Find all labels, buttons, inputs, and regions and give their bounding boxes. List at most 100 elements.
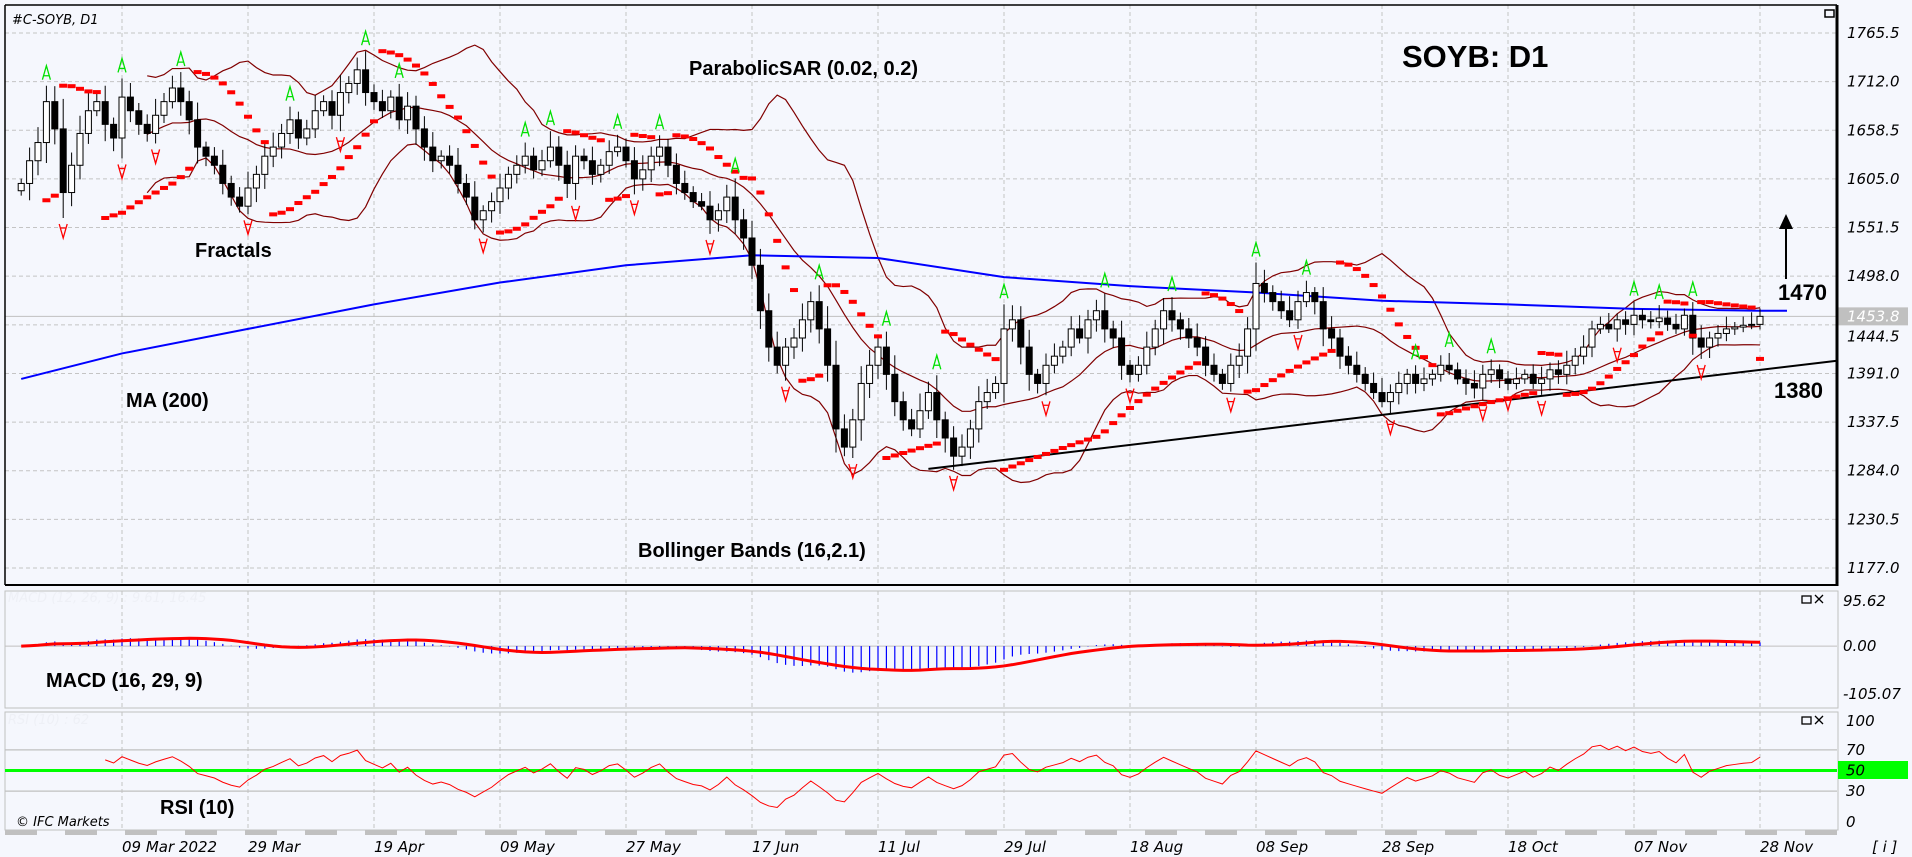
candle [84,92,92,144]
scroll-strip-segment[interactable] [1685,830,1717,835]
scroll-strip-segment[interactable] [5,830,37,835]
scroll-strip-segment[interactable] [1505,830,1537,835]
sar-dot [151,190,160,195]
scroll-strip-segment[interactable] [245,830,277,835]
scroll-strip-segment[interactable] [65,830,97,835]
candle-body [1613,319,1621,330]
scroll-strip-segment[interactable] [605,830,637,835]
candle-body [798,319,806,339]
candle [1336,328,1344,369]
scroll-strip-segment[interactable] [1265,830,1297,835]
sar-dot [941,329,950,334]
candle-body [916,410,924,430]
candle-body [34,142,42,162]
candle-body [126,96,134,112]
scroll-strip-segment[interactable] [1025,830,1057,835]
candle [51,86,59,145]
panel-maximize-icon[interactable] [1801,595,1812,604]
candle-body [1378,392,1386,403]
candle-body [555,146,563,166]
sar-dot [1428,363,1437,368]
scroll-strip-segment[interactable] [1565,830,1597,835]
scroll-strip-segment[interactable] [905,830,937,835]
candle-body [664,146,672,166]
scroll-strip-segment[interactable] [1145,830,1177,835]
fractal-up-icon [285,84,295,101]
scroll-strip-segment[interactable] [185,830,217,835]
fractal-down-icon [478,238,488,255]
sar-dot [840,289,849,294]
scroll-strip-segment[interactable] [125,830,157,835]
sar-dot [1218,296,1227,301]
scroll-strip-segment[interactable] [1745,830,1777,835]
candle-body [647,155,655,171]
candle [1689,302,1697,355]
scroll-strip-segment[interactable] [1445,830,1477,835]
candle [269,132,277,168]
candle [798,303,806,352]
scroll-strip-segment[interactable] [1085,830,1117,835]
scroll-strip-segment[interactable] [485,830,517,835]
candle [849,408,857,458]
sar-dot [344,155,353,160]
candle [286,106,294,144]
scroll-strip-segment[interactable] [425,830,457,835]
candle-body [790,337,798,348]
fractal-down-icon [570,205,581,223]
candle-body [740,219,748,239]
sar-dot [546,204,555,209]
sar-dot [622,194,630,199]
candle [294,111,302,149]
info-button[interactable]: [ i ] [1872,838,1898,856]
fractal-up-icon [932,352,942,370]
date-tick-label: 09 May [500,838,556,856]
candle-body [1151,328,1159,348]
candle [714,203,722,232]
candle [1344,346,1352,375]
scroll-strip-segment[interactable] [545,830,577,835]
candle [1445,353,1453,375]
scroll-strip-segment[interactable] [1205,830,1237,835]
panel-close-icon[interactable] [1814,715,1824,725]
panel-maximize-icon[interactable] [1801,716,1812,725]
candle-body [1168,310,1176,321]
fractal-down-icon [629,200,640,217]
trendline [928,359,1838,470]
sar-dot [1344,262,1353,267]
scroll-strip-segment[interactable] [1325,830,1357,835]
scroll-strip-segment[interactable] [1385,830,1417,835]
sar-dot [1058,445,1067,450]
rsi-header: RSI (10) : 62 [8,713,89,728]
candle [1697,325,1705,359]
scroll-strip-segment[interactable] [365,830,397,835]
candle-body [395,96,403,121]
scroll-strip-segment[interactable] [965,830,997,835]
candle [1538,366,1546,395]
scroll-strip-segment[interactable] [1625,830,1657,835]
candle [832,340,840,453]
scroll-strip-segment[interactable] [665,830,697,835]
candle [1479,364,1487,401]
candle-body [370,92,378,103]
sar-dot [370,119,378,124]
candle [1512,367,1520,390]
date-tick-label: 27 May [626,838,682,856]
candle [353,57,361,95]
scroll-strip-segment[interactable] [845,830,877,835]
candle [1042,353,1050,396]
fractal-up-icon [1301,258,1312,275]
scroll-strip-segment[interactable] [1805,830,1837,835]
candle-body [1496,369,1504,380]
candle [1109,320,1117,348]
candle [1034,368,1042,394]
candle-body [362,69,370,94]
scroll-strip-segment[interactable] [785,830,817,835]
sar-dot [638,134,647,139]
sar-dot [487,174,496,179]
maximize-icon[interactable] [1824,9,1835,18]
scroll-strip-segment[interactable] [305,830,337,835]
scroll-strip-segment[interactable] [725,830,757,835]
fractal-up-icon [1167,274,1177,292]
panel-close-icon[interactable] [1814,594,1824,604]
sar-dot [1302,360,1311,365]
